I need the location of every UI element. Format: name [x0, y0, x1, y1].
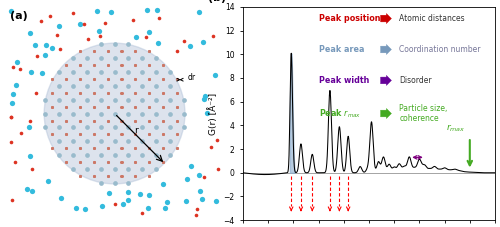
Text: Peak position: Peak position	[318, 14, 380, 23]
Text: Peak $r_{max}$: Peak $r_{max}$	[318, 107, 361, 120]
Text: Peak area: Peak area	[318, 45, 364, 54]
Text: Disorder: Disorder	[399, 76, 432, 85]
Y-axis label: G(r) [Å⁻²]: G(r) [Å⁻²]	[208, 92, 218, 135]
Text: Peak width: Peak width	[318, 76, 369, 85]
Text: Particle size,
coherence: Particle size, coherence	[399, 104, 448, 123]
Text: Coordination number: Coordination number	[399, 45, 480, 54]
Text: (a): (a)	[10, 11, 28, 21]
Text: Atomic distances: Atomic distances	[399, 14, 465, 23]
Text: r: r	[134, 126, 138, 135]
Text: dr: dr	[188, 73, 196, 82]
Circle shape	[44, 43, 185, 184]
Text: $r_{max}$: $r_{max}$	[446, 122, 466, 134]
Text: (b): (b)	[208, 0, 226, 2]
